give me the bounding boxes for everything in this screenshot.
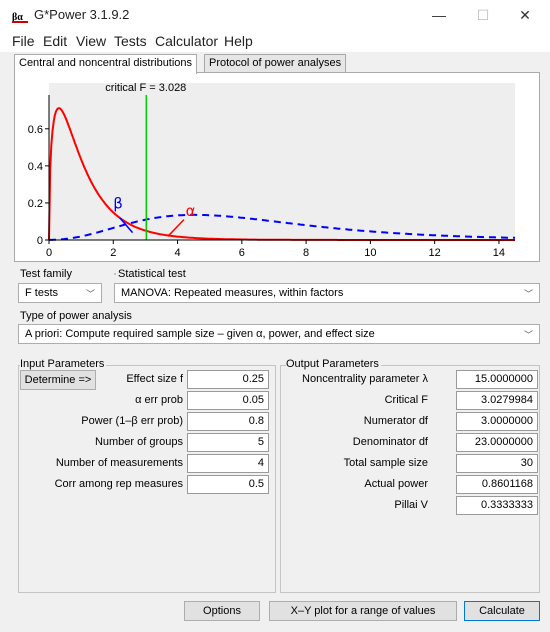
statistical-test-value: MANOVA: Repeated measures, within factor… [121,287,344,299]
menu-file[interactable]: File [12,33,35,49]
test-family-select[interactable]: F tests ﹀ [18,283,102,303]
param-label: Effect size f [126,373,183,385]
analysis-type-label: Type of power analysis [20,310,132,322]
statistical-test-select[interactable]: MANOVA: Repeated measures, within factor… [114,283,540,303]
output-parameters-box [280,365,540,593]
input-parameters-title: Input Parameters [20,358,107,370]
gpower-logo-icon: βα [12,9,28,23]
svg-text:βα: βα [12,12,23,23]
param-label: Power (1–β err prob) [81,415,183,427]
title-bar: βα G*Power 3.1.9.2 — ☐ ✕ [0,0,550,30]
x-tick-label: 10 [364,247,376,259]
beta-label: β [113,194,123,212]
output-label: Total sample size [343,457,428,469]
noncentrality-value: 15.0000000 [456,370,538,389]
measurements-field[interactable]: 4 [187,454,269,473]
chevron-down-icon: ﹀ [523,330,533,340]
x-tick-label: 4 [174,247,180,259]
y-tick-label: 0.6 [28,124,43,136]
alpha-pointer [167,219,185,237]
effect-size-field[interactable]: 0.25 [187,370,269,389]
x-tick-label: 8 [303,247,309,259]
alpha-field[interactable]: 0.05 [187,391,269,410]
determine-button[interactable]: Determine => [20,370,96,390]
output-label: Noncentrality parameter λ [302,373,428,385]
menu-edit[interactable]: Edit [43,33,68,49]
menu-bar: File Edit View Tests Calculator Help [0,30,550,52]
tab-protocol[interactable]: Protocol of power analyses [204,54,347,72]
chevron-down-icon: ﹀ [85,289,95,299]
distribution-plot: 0 2 4 6 8 10 12 14 0 0.2 0.4 0.6 critical F = 3.028 β… [28,82,515,259]
beta-pointer [119,217,134,234]
output-label: Pillai V [394,499,428,511]
close-button[interactable]: ✕ [519,7,531,23]
test-family-value: F tests [25,287,59,299]
plot-area [49,83,515,240]
input-parameters-box [18,365,276,593]
analysis-type-value: A priori: Compute required sample size –… [25,328,375,340]
alpha-label: α [186,202,196,220]
maximize-button[interactable]: ☐ [476,7,490,23]
correlation-field[interactable]: 0.5 [187,475,269,494]
window-title: G*Power 3.1.9.2 [34,7,130,22]
param-label: Corr among rep measures [54,478,183,490]
test-family-label: Test family [20,268,72,280]
x-tick-label: 2 [110,247,116,259]
y-tick-label: 0.4 [28,161,43,173]
param-label: Number of measurements [55,457,183,469]
calculate-button[interactable]: Calculate [464,601,540,621]
numerator-df-value: 3.0000000 [456,412,538,431]
divider [114,273,116,275]
output-parameters-title: Output Parameters [286,358,381,370]
power-field[interactable]: 0.8 [187,412,269,431]
statistical-test-label: Statistical test [118,268,186,280]
distribution-chart: 0 2 4 6 8 10 12 14 0 0.2 0.4 0.6 critical F = 3.028 β… [14,72,540,262]
minimize-button[interactable]: — [432,7,446,23]
analysis-type-select[interactable]: A priori: Compute required sample size –… [18,324,540,344]
options-button[interactable]: Options [184,601,260,621]
x-tick-label: 12 [429,247,441,259]
actual-power-value: 0.8601168 [456,475,538,494]
y-tick-label: 0.2 [28,198,43,210]
xy-plot-button[interactable]: X–Y plot for a range of values [269,601,457,621]
param-label: Number of groups [94,436,183,448]
menu-help[interactable]: Help [224,33,253,49]
x-tick-label: 6 [239,247,245,259]
output-label: Critical F [384,394,428,406]
denominator-df-value: 23.0000000 [456,433,538,452]
output-label: Actual power [364,478,428,490]
groups-field[interactable]: 5 [187,433,269,452]
output-label: Denominator df [352,436,428,448]
button-bar: Options X–Y plot for a range of values C… [0,596,550,632]
chevron-down-icon: ﹀ [523,289,533,299]
pillai-v-value: 0.3333333 [456,496,538,515]
menu-tests[interactable]: Tests [114,33,147,49]
total-sample-size-value: 30 [456,454,538,473]
y-tick-label: 0 [37,235,43,247]
critical-f-value: 3.0279984 [456,391,538,410]
output-label: Numerator df [363,415,428,427]
tab-distributions[interactable]: Central and noncentral distributions [14,54,198,74]
x-tick-label: 14 [493,247,505,259]
menu-view[interactable]: View [76,33,107,49]
x-tick-label: 0 [46,247,52,259]
param-label: α err prob [135,394,183,406]
critical-f-annotation: critical F = 3.028 [105,82,186,94]
menu-calculator[interactable]: Calculator [155,33,219,49]
